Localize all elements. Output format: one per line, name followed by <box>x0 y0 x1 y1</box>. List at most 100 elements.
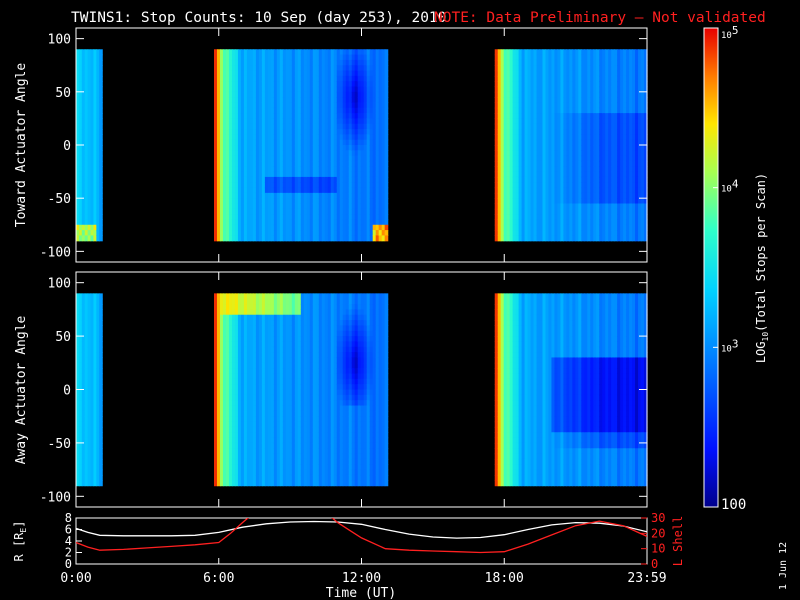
heatmap-cell <box>312 214 317 221</box>
heatmap-cell <box>333 155 338 162</box>
heatmap-cell <box>288 214 293 221</box>
heatmap-cell <box>243 432 248 439</box>
heatmap-cell <box>81 384 86 391</box>
heatmap-cell <box>342 134 347 141</box>
heatmap-cell <box>617 145 621 151</box>
heatmap-cell <box>587 235 591 242</box>
heatmap-cell <box>93 214 97 221</box>
heatmap-cell <box>506 107 511 114</box>
heatmap-cell <box>569 171 573 178</box>
heatmap-cell <box>348 65 353 72</box>
heatmap-cell <box>282 187 287 194</box>
heatmap-cell <box>318 214 323 221</box>
heatmap-cell <box>78 219 83 226</box>
heatmap-cell <box>297 187 302 194</box>
heatmap-cell <box>76 208 80 215</box>
chart-title: TWINS1: Stop Counts: 10 Sep (day 253), 2… <box>71 10 446 26</box>
heatmap-cell <box>249 219 254 226</box>
heatmap-cell <box>384 49 389 56</box>
heatmap-cell <box>213 341 218 348</box>
heatmap-cell <box>255 208 260 215</box>
heatmap-cell <box>644 102 648 109</box>
heatmap-cell <box>611 160 615 167</box>
heatmap-cell <box>330 166 335 173</box>
heatmap-cell <box>500 203 505 210</box>
heatmap-cell <box>569 230 573 237</box>
heatmap-cell <box>360 187 365 194</box>
heatmap-cell <box>360 235 365 242</box>
heatmap-cell <box>276 91 281 98</box>
heatmap-cell <box>231 474 236 481</box>
heatmap-cell <box>357 203 362 210</box>
heatmap-cell <box>315 107 320 114</box>
heatmap-cell <box>497 214 502 221</box>
heatmap-cell <box>294 150 299 157</box>
heatmap-cell <box>273 203 278 210</box>
heatmap-cell <box>78 469 83 476</box>
heatmap-cell <box>333 65 338 72</box>
heatmap-cell <box>333 86 338 93</box>
heatmap-cell <box>213 421 218 428</box>
heatmap-cell <box>90 426 95 433</box>
heatmap-cell <box>96 341 100 348</box>
heatmap-cell <box>76 346 80 353</box>
heatmap-cell <box>213 75 218 82</box>
heatmap-cell <box>76 224 80 231</box>
heatmap-cell <box>222 235 227 242</box>
heatmap-cell <box>213 70 218 77</box>
heatmap-cell <box>363 97 368 104</box>
heatmap-cell <box>509 230 514 237</box>
heatmap-cell <box>222 458 227 465</box>
heatmap-cell <box>521 182 526 189</box>
heatmap-cell <box>76 325 80 332</box>
heatmap-cell <box>237 330 242 337</box>
heatmap-cell <box>93 230 97 237</box>
heatmap-cell <box>255 91 260 98</box>
heatmap-cell <box>84 368 89 375</box>
heatmap-cell <box>363 107 368 114</box>
heatmap-cell <box>90 394 95 401</box>
heatmap-cell <box>231 160 236 167</box>
heatmap-cell <box>614 198 618 205</box>
heatmap-cell <box>213 426 218 433</box>
heatmap-cell <box>288 75 293 82</box>
heatmap-cell <box>324 59 329 66</box>
heatmap-cell <box>219 113 224 120</box>
heatmap-cell <box>545 145 550 151</box>
heatmap-cell <box>536 59 541 66</box>
heatmap-cell <box>216 219 221 226</box>
heatmap-cell <box>267 129 272 135</box>
heatmap-cell <box>566 102 570 109</box>
heatmap-cell <box>569 49 573 56</box>
heatmap-cell <box>354 65 359 72</box>
heatmap-cell <box>345 198 350 205</box>
heatmap-cell <box>96 224 100 231</box>
heatmap-cell <box>608 107 612 114</box>
heatmap-cell <box>324 155 329 162</box>
heatmap-cell <box>225 145 230 151</box>
heatmap-cell <box>530 171 535 178</box>
heatmap-cell <box>360 160 365 167</box>
heatmap-cell <box>375 118 380 125</box>
heatmap-cell <box>76 464 80 471</box>
heatmap-cell <box>252 97 257 104</box>
heatmap-cell <box>345 86 350 93</box>
heatmap-cell <box>93 442 97 449</box>
heatmap-cell <box>324 86 329 93</box>
heatmap-cell <box>372 203 377 210</box>
heatmap-cell <box>626 155 630 162</box>
heatmap-cell <box>378 230 383 237</box>
heatmap-cell <box>306 86 311 93</box>
heatmap-cell <box>578 118 582 125</box>
heatmap-cell <box>548 81 553 88</box>
heatmap-cell <box>336 160 341 167</box>
heatmap-cell <box>291 224 296 231</box>
heatmap-cell <box>614 65 618 72</box>
heatmap-cell <box>243 394 248 401</box>
heatmap-cell <box>264 54 269 61</box>
heatmap-cell <box>324 49 329 56</box>
heatmap-cell <box>219 314 224 321</box>
heatmap-cell <box>339 155 344 162</box>
heatmap-cell <box>81 81 86 88</box>
heatmap-cell <box>321 134 326 141</box>
